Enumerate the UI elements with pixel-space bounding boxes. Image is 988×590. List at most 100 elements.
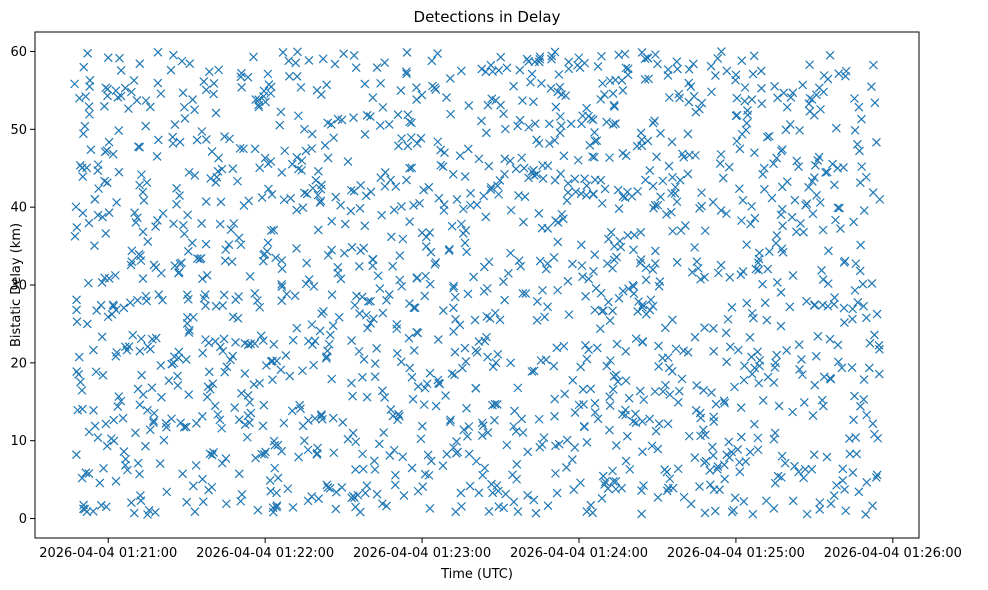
scatter-point xyxy=(207,482,217,492)
scatter-point xyxy=(573,155,583,165)
scatter-point xyxy=(167,414,176,424)
scatter-point xyxy=(470,315,480,325)
scatter-point xyxy=(433,335,443,344)
scatter-point xyxy=(850,285,860,295)
scatter-point xyxy=(263,238,273,248)
scatter-point xyxy=(481,212,491,222)
scatter-point xyxy=(535,442,545,452)
scatter-point xyxy=(142,178,152,188)
scatter-point xyxy=(158,208,168,218)
scatter-point xyxy=(562,435,572,445)
scatter-point xyxy=(553,87,563,97)
scatter-point xyxy=(683,169,693,179)
scatter-point xyxy=(692,380,702,390)
scatter-point xyxy=(597,306,607,316)
scatter-point xyxy=(691,107,701,117)
scatter-point xyxy=(83,278,93,288)
scatter-point xyxy=(425,279,435,289)
scatter-point xyxy=(538,285,547,295)
scatter-point xyxy=(690,453,700,462)
scatter-point xyxy=(495,315,505,325)
scatter-point xyxy=(309,360,319,370)
scatter-point xyxy=(392,324,402,334)
scatter-point xyxy=(145,102,155,112)
scatter-point xyxy=(868,188,878,198)
scatter-point xyxy=(648,181,658,191)
scatter-point xyxy=(570,408,580,417)
scatter-point xyxy=(576,240,586,250)
scatter-point xyxy=(848,304,858,314)
scatter-point xyxy=(823,74,833,84)
scatter-point xyxy=(721,328,731,338)
scatter-point xyxy=(795,365,804,374)
scatter-point xyxy=(420,291,430,301)
scatter-point xyxy=(790,461,799,471)
scatter-point xyxy=(261,361,271,370)
scatter-point xyxy=(425,228,435,238)
scatter-point xyxy=(236,240,246,250)
scatter-point xyxy=(409,345,419,355)
scatter-point xyxy=(722,357,732,367)
scatter-point xyxy=(292,323,302,333)
scatter-point xyxy=(102,441,112,451)
scatter-point xyxy=(462,247,472,257)
scatter-point xyxy=(346,185,356,195)
scatter-point xyxy=(865,338,875,348)
scatter-point xyxy=(757,83,766,93)
scatter-point xyxy=(596,175,606,185)
scatter-point xyxy=(259,400,269,410)
scatter-point xyxy=(389,205,399,215)
scatter-point xyxy=(140,441,150,451)
scatter-point xyxy=(776,210,786,220)
scatter-point xyxy=(831,215,840,225)
scatter-point xyxy=(722,66,732,76)
scatter-point xyxy=(423,450,433,460)
scatter-point xyxy=(576,478,585,488)
scatter-point xyxy=(732,93,742,103)
scatter-point xyxy=(72,317,82,327)
scatter-point xyxy=(315,326,325,336)
scatter-point xyxy=(511,426,521,436)
scatter-point xyxy=(655,277,665,287)
scatter-point xyxy=(151,333,161,343)
scatter-point xyxy=(380,392,390,402)
scatter-point xyxy=(481,128,491,138)
scatter-point xyxy=(420,383,430,393)
scatter-point xyxy=(777,451,787,461)
scatter-point xyxy=(701,456,711,466)
scatter-point xyxy=(745,332,755,342)
scatter-point xyxy=(298,421,308,431)
scatter-point xyxy=(133,458,143,468)
scatter-point xyxy=(116,65,126,75)
scatter-point xyxy=(635,258,645,268)
scatter-point xyxy=(602,117,612,127)
scatter-point xyxy=(96,300,106,310)
scatter-point xyxy=(298,203,308,213)
scatter-point xyxy=(130,208,140,218)
scatter-point xyxy=(571,187,581,197)
scatter-point xyxy=(412,83,421,92)
scatter-point xyxy=(407,163,417,173)
scatter-point xyxy=(721,209,731,219)
scatter-point xyxy=(427,56,437,66)
scatter-point xyxy=(395,275,405,285)
scatter-point xyxy=(431,258,441,267)
scatter-point xyxy=(700,226,710,236)
scatter-point xyxy=(818,401,828,411)
scatter-point xyxy=(450,292,460,302)
scatter-point xyxy=(709,412,719,422)
scatter-point xyxy=(608,466,617,476)
scatter-point xyxy=(747,369,757,379)
scatter-point xyxy=(750,363,760,373)
scatter-point xyxy=(598,78,607,88)
scatter-point xyxy=(483,100,493,110)
scatter-point xyxy=(374,439,384,449)
scatter-point xyxy=(849,415,859,425)
scatter-point xyxy=(753,433,763,443)
scatter-point xyxy=(797,354,806,364)
scatter-point xyxy=(266,486,276,496)
scatter-point xyxy=(723,314,733,324)
scatter-point xyxy=(393,110,403,120)
scatter-point xyxy=(219,334,229,344)
scatter-point xyxy=(138,187,148,197)
